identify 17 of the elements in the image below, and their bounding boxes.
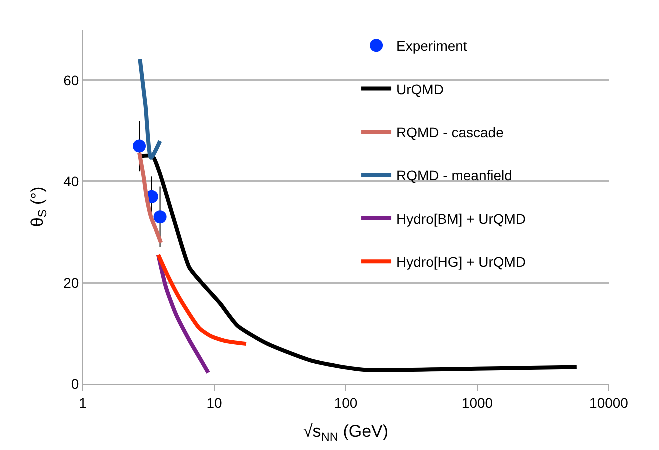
x-tick-label: 1000 (462, 394, 494, 411)
x-axis-title: √s$_{NN}$ (GeV) (303, 422, 389, 444)
x-tick-label: 100 (334, 394, 358, 411)
legend-label: Hydro[BM] + UrQMD (396, 210, 526, 227)
x-tick-label: 1 (79, 394, 88, 411)
y-tick-label: 20 (64, 274, 80, 291)
legend-label: RQMD - meanfield (396, 168, 512, 184)
legend-label: UrQMD (396, 81, 444, 98)
line-series (138, 57, 162, 160)
y-tick-label: 60 (64, 72, 80, 88)
legend-label: Experiment (396, 38, 468, 54)
y-tick-label: 0 (71, 376, 80, 392)
x-tick-label: 10000 (590, 394, 629, 411)
y-tick-label: 40 (64, 174, 80, 190)
legend-label: RQMD - cascade (396, 124, 504, 140)
x-tick-label: 10 (206, 394, 222, 411)
legend-label: Hydro[HG] + UrQMD (396, 254, 526, 270)
